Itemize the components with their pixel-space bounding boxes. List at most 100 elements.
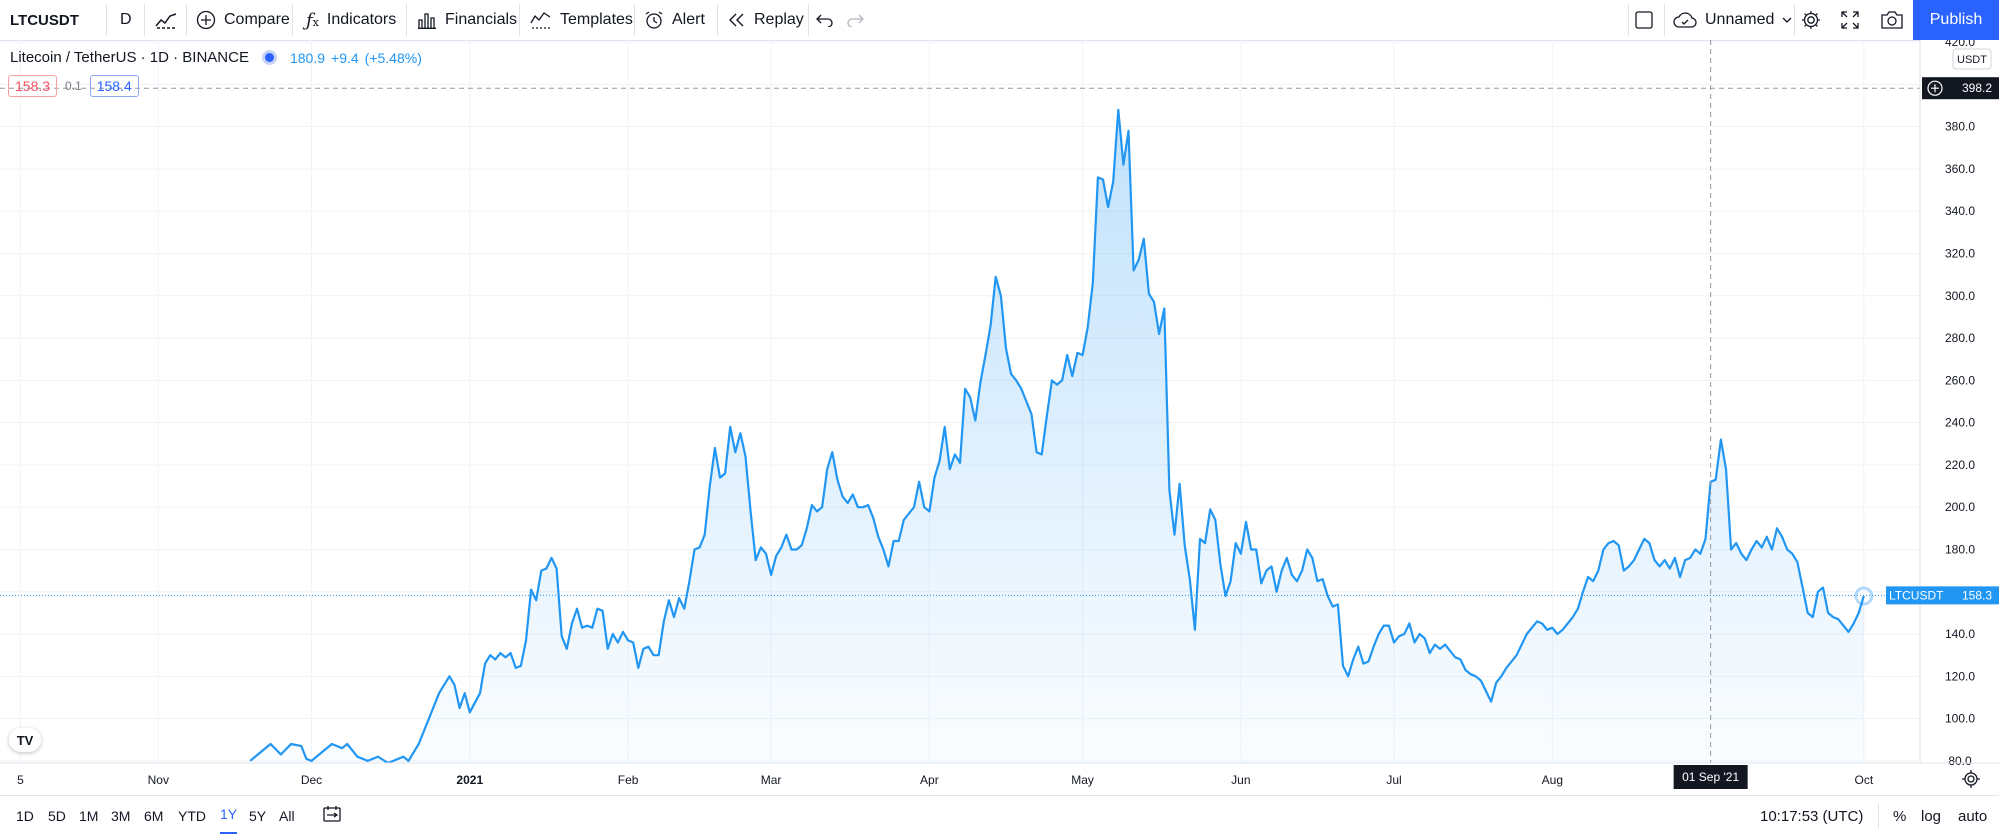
toolbar-divider (144, 4, 145, 36)
price-chart[interactable]: 80.0100.0120.0140.0160.0180.0200.0220.02… (0, 40, 1999, 795)
currency-button[interactable] (1952, 48, 1992, 70)
tradingview-logo[interactable]: TV (9, 728, 41, 752)
range-button-1y[interactable]: 1Y (220, 796, 238, 834)
sell-button[interactable]: 158.3 (8, 75, 58, 97)
price-tick-label: 380.0 (1945, 120, 1975, 134)
templates-button[interactable]: Templates (530, 0, 633, 40)
interval-label: D (120, 11, 132, 28)
time-axis[interactable] (0, 763, 1920, 795)
quote-buttons: 158.3 0.1 158.4 (8, 75, 139, 97)
interval-button[interactable]: D (120, 0, 132, 40)
templates-label: Templates (560, 11, 633, 28)
replay-label: Replay (754, 11, 804, 28)
chart-style-icon (155, 11, 177, 29)
settings-button[interactable] (1800, 0, 1822, 40)
range-button-ytd[interactable]: YTD (178, 808, 206, 824)
currency-label: USDT (1957, 54, 1987, 66)
toolbar-divider (634, 4, 635, 36)
range-button-all[interactable]: All (279, 808, 295, 824)
plus-circle-icon (196, 10, 216, 30)
crosshair-price-label: 398.2 (1922, 77, 1999, 100)
price-tick-label: 80.0 (1948, 754, 1972, 768)
gear-icon (1962, 770, 1980, 788)
price-tick-label: 180.0 (1945, 542, 1975, 556)
replay-button[interactable]: Replay (728, 0, 804, 40)
undo-icon (816, 13, 834, 27)
price-tick-label: 140.0 (1945, 627, 1975, 641)
spread-value: 0.1 (65, 79, 82, 93)
indicators-button[interactable]: ƒx Indicators (306, 0, 396, 40)
compare-button[interactable]: Compare (196, 0, 290, 40)
price-tick-label: 280.0 (1945, 331, 1975, 345)
redo-button[interactable] (846, 0, 864, 40)
range-button-5y[interactable]: 5Y (249, 808, 267, 824)
camera-icon (1880, 10, 1904, 30)
price-tick-label: 120.0 (1945, 669, 1975, 683)
toolbar-divider (1878, 804, 1879, 828)
time-tick-label: 5 (17, 773, 24, 787)
price-tick-label: 320.0 (1945, 247, 1975, 261)
time-tick-label: Apr (920, 773, 939, 787)
toolbar-divider (519, 4, 520, 36)
utc-clock[interactable]: 10:17:53 (UTC) (1760, 807, 1864, 825)
price-tick-label: 260.0 (1945, 373, 1975, 387)
date-range-button[interactable] (322, 796, 342, 836)
time-tick-label: Nov (148, 773, 169, 787)
toolbar-divider (1664, 4, 1665, 36)
cloud-icon (1673, 11, 1697, 29)
log-scale-button[interactable]: log (1921, 807, 1942, 825)
alarm-clock-icon (644, 10, 664, 30)
time-axis-ticks: 5 Nov Dec 2021 Feb Mar Apr May Jun Jul Aug Oct (17, 773, 1874, 787)
fullscreen-button[interactable] (1840, 0, 1860, 40)
price-tick-label: 100.0 (1945, 712, 1975, 726)
range-button-6m[interactable]: 6M (144, 808, 164, 824)
time-tick-label: Jul (1386, 773, 1401, 787)
rewind-icon (728, 12, 746, 28)
publish-button[interactable]: Publish (1913, 0, 1999, 40)
plus-icon (1931, 84, 1939, 93)
price-tick-label: 300.0 (1945, 289, 1975, 303)
time-tick-label: 2021 (456, 773, 483, 787)
redo-icon (846, 13, 864, 27)
price-axis-ticks: 80.0100.0120.0140.0160.0180.0200.0220.02… (1945, 40, 1975, 768)
snapshot-button[interactable] (1880, 0, 1904, 40)
range-button-5d[interactable]: 5D (48, 808, 66, 824)
axis-settings-button[interactable] (1962, 770, 1980, 788)
undo-button[interactable] (816, 0, 834, 40)
fullscreen-icon (1840, 10, 1860, 30)
bottom-toolbar: 1D 5D 1M 3M 6M YTD 1Y 5Y All 10:17:53 (UTC) % lo… (0, 795, 1999, 838)
market-status-dot (264, 53, 274, 62)
last-price-value: 158.3 (1962, 588, 1992, 602)
layout-name-button[interactable]: Unnamed (1673, 0, 1792, 40)
chart-style-button[interactable] (155, 0, 177, 40)
layout-name-label: Unnamed (1705, 11, 1775, 28)
time-tick-label: Dec (301, 773, 322, 787)
symbol-legend: Litecoin / TetherUS · 1D · BINANCE 180.9… (10, 49, 422, 66)
toolbar-divider (717, 4, 718, 36)
auto-scale-button[interactable]: auto (1958, 807, 1988, 825)
percent-scale-button[interactable]: % (1893, 807, 1907, 825)
range-button-3m[interactable]: 3M (111, 808, 131, 824)
alert-button[interactable]: Alert (644, 0, 705, 40)
buy-button[interactable]: 158.4 (89, 75, 139, 97)
symbol-search-button[interactable]: LTCUSDT (10, 0, 79, 40)
calendar-range-icon (322, 805, 342, 827)
range-button-1d[interactable]: 1D (16, 808, 34, 824)
range-button-1m[interactable]: 1M (79, 808, 99, 824)
last-price-marker (1854, 586, 1874, 606)
last-price-symbol: LTCUSDT (1889, 588, 1944, 602)
select-layout-button[interactable] (1634, 0, 1654, 40)
time-tick-label: Mar (761, 773, 782, 787)
financials-button[interactable]: Financials (417, 0, 517, 40)
price-tick-label: 240.0 (1945, 416, 1975, 430)
toolbar-divider (406, 4, 407, 36)
toolbar-divider (292, 4, 293, 36)
time-tick-label: Jun (1231, 773, 1250, 787)
price-axis[interactable] (1920, 40, 1999, 763)
toolbar-divider (808, 4, 809, 36)
time-tick-label: May (1071, 773, 1094, 787)
price-line (249, 108, 1865, 765)
toolbar-divider (1794, 4, 1795, 36)
square-icon (1634, 10, 1654, 30)
time-tick-label: Feb (618, 773, 639, 787)
